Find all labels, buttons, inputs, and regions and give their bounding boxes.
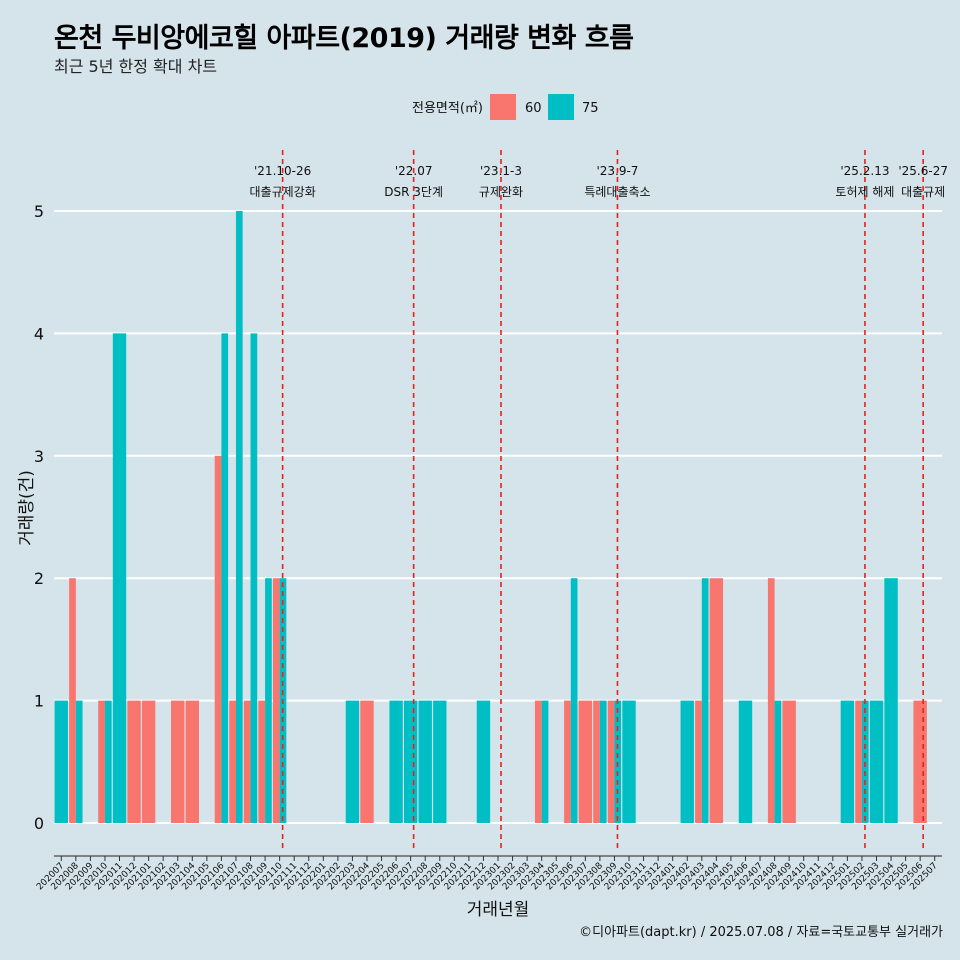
bar-60-202108 <box>243 700 251 823</box>
bar-60-202104 <box>185 700 199 823</box>
event-date: '23.1-3 <box>480 164 522 178</box>
bar-60-202204 <box>360 700 374 823</box>
bar-75-202308 <box>599 700 607 823</box>
bar-60-202502 <box>855 700 862 823</box>
bar-60-202408 <box>767 578 775 823</box>
bar-75-202504 <box>884 578 898 823</box>
bar-60-202307 <box>578 700 593 823</box>
bar-60-202308 <box>593 700 600 823</box>
bar-75-202107 <box>235 211 243 823</box>
legend-swatch-60 <box>490 94 516 120</box>
bar-75-202403 <box>701 578 709 823</box>
x-axis-title: 거래년월 <box>467 900 530 920</box>
event-date: '22.07 <box>395 164 433 178</box>
bar-75-202106 <box>221 333 229 823</box>
bar-60-202304 <box>534 700 542 823</box>
event-label: 규제완화 <box>479 185 523 199</box>
bar-75-202310 <box>622 700 636 823</box>
bar-75-202010 <box>104 700 112 823</box>
bar-60-202403 <box>695 700 702 823</box>
bar-60-202008 <box>69 578 76 823</box>
bar-75-202502 <box>861 700 869 823</box>
bar-75-202402 <box>680 700 694 823</box>
bar-60-202506 <box>913 700 927 823</box>
bar-75-202503 <box>869 700 884 823</box>
bar-60-202404 <box>709 578 724 823</box>
event-label: DSR 3단계 <box>384 185 443 199</box>
bar-75-202206 <box>389 700 403 823</box>
bar-60-202106 <box>214 455 222 823</box>
y-tick-label: 3 <box>34 447 44 466</box>
bar-75-202109 <box>265 578 272 823</box>
bar-75-202008 <box>75 700 83 823</box>
y-axis-title: 거래량(건) <box>17 470 37 546</box>
bar-60-202110 <box>272 578 280 823</box>
chart-caption: ©디아파트(dapt.kr) / 2025.07.08 / 자료=국토교통부 실… <box>579 925 943 940</box>
bar-60-202309 <box>607 700 615 823</box>
bar-60-202306 <box>564 700 571 823</box>
y-tick-label: 0 <box>34 814 44 833</box>
y-tick-label: 5 <box>34 202 44 221</box>
bar-75-202208 <box>418 700 432 823</box>
legend-swatch-75 <box>548 94 574 120</box>
bar-75-202306 <box>570 578 578 823</box>
legend-title: 전용면적(㎡) <box>412 101 483 116</box>
y-tick-label: 4 <box>34 324 44 343</box>
bar-75-202007 <box>54 700 68 823</box>
bar-60-202010 <box>98 700 105 823</box>
event-date: '25.6-27 <box>898 164 948 178</box>
event-date: '23.9-7 <box>596 164 638 178</box>
legend-label-75: 75 <box>582 101 599 116</box>
bar-60-202107 <box>229 700 236 823</box>
bar-75-202501 <box>840 700 855 823</box>
chart-subtitle: 최근 5년 한정 확대 차트 <box>54 57 218 76</box>
bar-75-202406 <box>738 700 753 823</box>
bar-60-202012 <box>127 700 141 823</box>
bar-75-202304 <box>541 700 549 823</box>
bar-75-202203 <box>345 700 360 823</box>
bar-75-202209 <box>433 700 447 823</box>
bar-75-202011 <box>112 333 127 823</box>
bar-60-202101 <box>141 700 156 823</box>
event-date: '25.2.13 <box>840 164 889 178</box>
y-tick-label: 1 <box>34 692 44 711</box>
event-label: 대출규제강화 <box>250 185 316 199</box>
bar-60-202103 <box>171 700 185 823</box>
event-label: 대출규제 <box>901 185 945 199</box>
bar-75-202108 <box>250 333 258 823</box>
bar-75-202207 <box>403 700 418 823</box>
bar-75-202408 <box>774 700 782 823</box>
bar-60-202409 <box>782 700 796 823</box>
y-tick-label: 2 <box>34 569 44 588</box>
chart-title: 온천 두비앙에코힐 아파트(2019) 거래량 변화 흐름 <box>54 23 634 54</box>
legend-label-60: 60 <box>525 101 542 116</box>
bar-60-202109 <box>258 700 266 823</box>
event-label: 토허제 해제 <box>835 185 894 199</box>
bar-75-202309 <box>614 700 622 823</box>
bar-75-202212 <box>476 700 491 823</box>
event-label: 특례대출축소 <box>584 185 650 199</box>
event-date: '21.10-26 <box>254 164 311 178</box>
